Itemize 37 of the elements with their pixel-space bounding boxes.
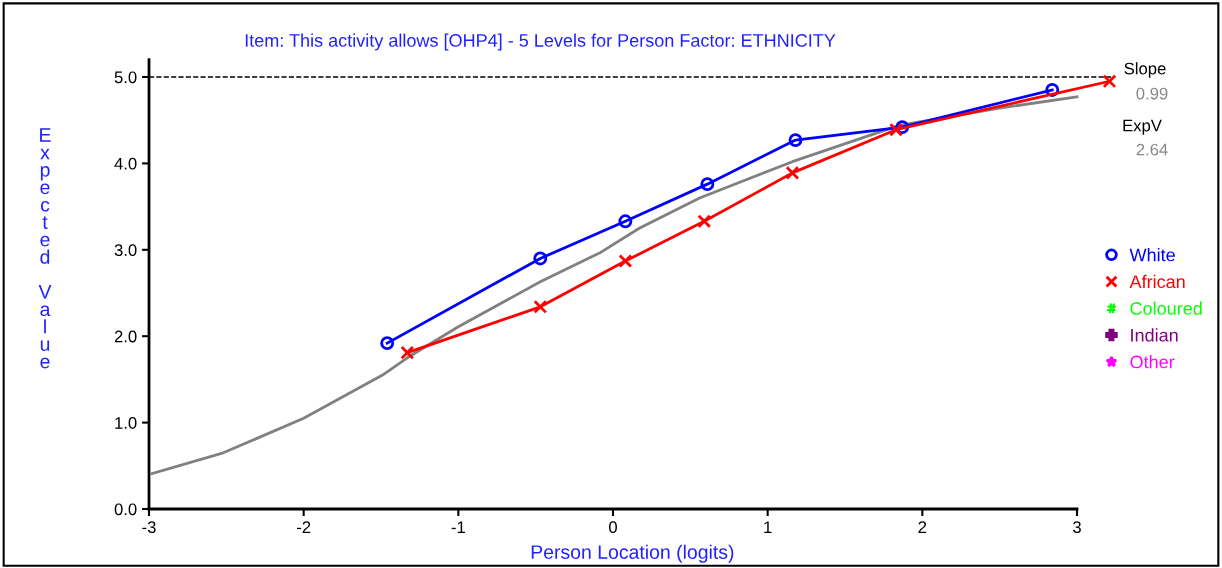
point <box>700 177 715 192</box>
legend-label: Indian <box>1131 328 1178 342</box>
point <box>697 214 712 229</box>
x-tick-label: -1 <box>451 521 465 533</box>
point <box>533 251 548 266</box>
point <box>788 133 803 148</box>
text: 0.99 <box>1136 87 1168 100</box>
text: 2.64 <box>1136 143 1168 156</box>
point <box>533 299 548 314</box>
point <box>618 254 633 268</box>
chart-title: Item: This activity allows [OHP4] - 5 Levels for Person Factor: ETHNICITY <box>245 33 836 51</box>
text: Slope <box>1124 62 1166 78</box>
point <box>1102 74 1117 89</box>
x-tick-label: 2 <box>918 521 927 533</box>
y-tick-label: 1.0 <box>115 417 137 429</box>
x-tick-label: 3 <box>1073 521 1081 534</box>
x-tick-label: 0 <box>609 521 617 534</box>
point <box>618 214 633 229</box>
y-tick-label: 0.0 <box>114 503 137 516</box>
x-tick-label: -2 <box>297 521 311 533</box>
point <box>785 165 800 180</box>
y-tick-label: 2.0 <box>114 330 137 343</box>
x-tick-label: -3 <box>142 521 156 534</box>
y-tick-label: 4.0 <box>114 157 137 170</box>
y-tick-label: 5.0 <box>114 71 137 84</box>
x-axis-title: Person Location (logits) <box>531 544 734 563</box>
legend-label: White <box>1129 248 1175 262</box>
legend-label: African <box>1129 274 1185 289</box>
point <box>400 345 415 360</box>
text: ExpV <box>1123 119 1162 135</box>
legend-label: Coloured <box>1130 301 1202 315</box>
legend-label: Other <box>1130 355 1175 369</box>
x-tick-label: 1 <box>764 521 772 533</box>
point <box>380 336 395 351</box>
y-tick-label: 3.0 <box>114 244 137 256</box>
point <box>889 122 903 137</box>
text: Expected Value <box>38 128 52 369</box>
